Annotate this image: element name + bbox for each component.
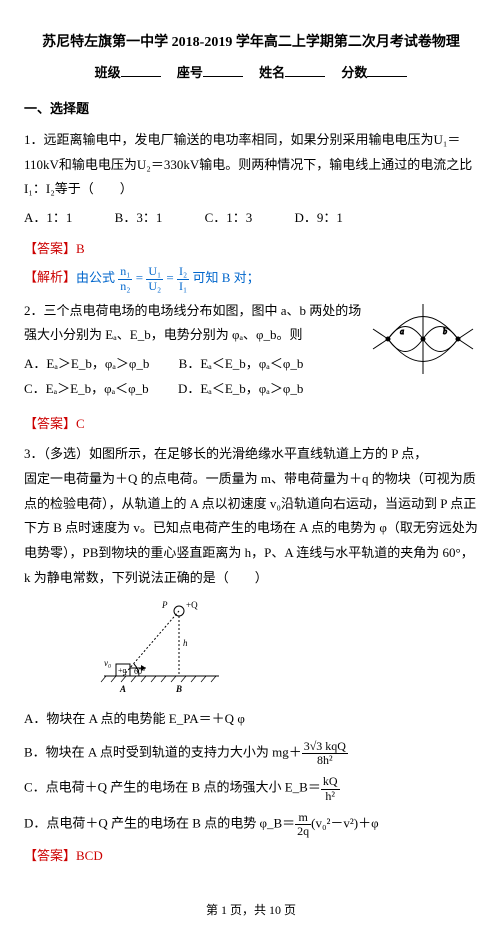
seat-label: 座号	[177, 65, 203, 80]
svg-text:a: a	[400, 327, 404, 336]
svg-text:v₀: v₀	[104, 658, 111, 668]
svg-text:+q: +q	[118, 666, 127, 675]
q1-options: A．1：1 B．3：1 C．1：3 D．9：1	[24, 206, 478, 231]
q3-opt-a: A．物块在 A 点的电势能 E_PA＝＋Q φ	[24, 707, 478, 732]
section-1-header: 一、选择题	[24, 97, 478, 122]
analysis-body: 由公式 n₁n₂ = U₁U₂ = I₂I₁ 可知 B 对；	[76, 270, 260, 285]
q2-opt-a: A．Eₐ＞E_b，φₐ＞φ_b	[24, 356, 149, 371]
analysis-label: 【解析】	[24, 270, 76, 285]
class-blank	[121, 64, 161, 77]
field-lines-figure: a b	[368, 299, 478, 379]
q2-opt-b: B．Eₐ＜E_b，φₐ＜φ_b	[179, 356, 304, 371]
q3-opt-c: C．点电荷＋Q 产生的电场在 B 点的场强大小 E_B＝kQh²	[24, 775, 478, 802]
svg-text:h: h	[183, 638, 188, 648]
q1-opt-d: D．9：1	[295, 210, 343, 225]
q1-opt-c: C．1：3	[205, 210, 253, 225]
svg-text:60°: 60°	[134, 667, 145, 676]
question-1: 1．远距离输电中，发电厂输送的电功率相同，如果分别采用输电电压为U₁＝110kV…	[24, 128, 478, 231]
q1-opt-a: A．1：1	[24, 210, 72, 225]
q1-answer: 【答案】B	[24, 237, 478, 262]
svg-text:B: B	[175, 684, 182, 694]
q3-text: 3．（多选）如图所示，在足够长的光滑绝缘水平直线轨道上方的 P 点， 固定一电荷…	[24, 442, 478, 590]
q3-opt-d: D．点电荷＋Q 产生的电场在 B 点的电势 φ_B＝m2q(v₀²－v²)＋φ	[24, 811, 478, 838]
q2-opt-d: D．Eₐ＜E_b，φₐ＞φ_b	[178, 381, 303, 396]
question-2: a b 2．三个点电荷电场的电场线分布如图，图中 a、b 两处的场强大小分别为 …	[24, 299, 478, 406]
name-blank	[285, 64, 325, 77]
q3-answer: 【答案】BCD	[24, 844, 478, 869]
score-label: 分数	[341, 65, 367, 80]
q2-text-tail: Eₐ、E_b，电势分别为 φₐ、φ_b。则	[105, 327, 302, 342]
q3-figure: P +Q h +q v₀	[94, 596, 224, 701]
page-footer: 第 1 页，共 10 页	[24, 899, 478, 922]
class-label: 班级	[95, 65, 121, 80]
q2-opt-c: C．Eₐ＞E_b，φₐ＜φ_b	[24, 381, 149, 396]
q3-options: A．物块在 A 点的电势能 E_PA＝＋Q φ B．物块在 A 点时受到轨道的支…	[24, 707, 478, 838]
exam-title: 苏尼特左旗第一中学 2018-2019 学年高二上学期第二次月考试卷物理	[24, 30, 478, 57]
q2-answer: 【答案】C	[24, 412, 478, 437]
q1-opt-b: B．3：1	[115, 210, 163, 225]
svg-text:+Q: +Q	[186, 600, 198, 610]
q1-text: 1．远距离输电中，发电厂输送的电功率相同，如果分别采用输电电压为U₁＝110kV…	[24, 128, 478, 202]
score-blank	[367, 64, 407, 77]
q1-analysis: 【解析】由公式 n₁n₂ = U₁U₂ = I₂I₁ 可知 B 对；	[24, 265, 478, 292]
question-3: 3．（多选）如图所示，在足够长的光滑绝缘水平直线轨道上方的 P 点， 固定一电荷…	[24, 442, 478, 838]
svg-text:b: b	[443, 327, 447, 336]
q3-opt-b: B．物块在 A 点时受到轨道的支持力大小为 mg＋3√3 kqQ8h²	[24, 740, 478, 767]
seat-blank	[203, 64, 243, 77]
svg-text:A: A	[119, 684, 126, 694]
svg-text:P: P	[161, 600, 168, 610]
name-label: 姓名	[259, 65, 285, 80]
meta-line: 班级 座号 姓名 分数	[24, 61, 478, 86]
